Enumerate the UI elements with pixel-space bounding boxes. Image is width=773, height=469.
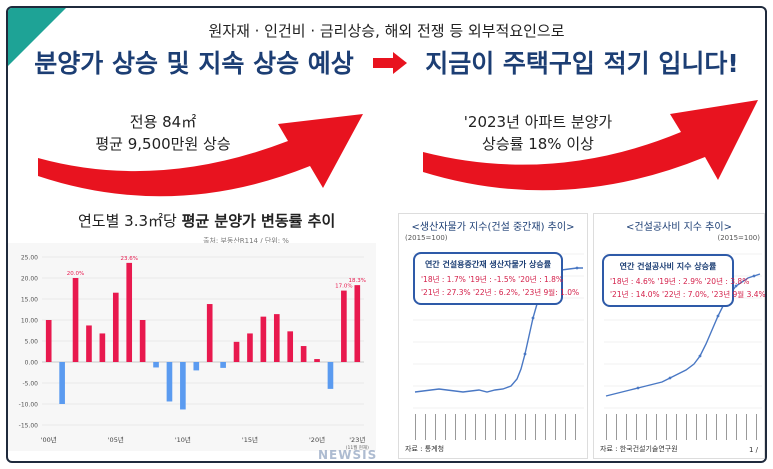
chart-background bbox=[8, 243, 376, 451]
y-tick-label: -15.00 bbox=[19, 423, 39, 430]
rising-arrow-icon-left bbox=[38, 114, 363, 197]
note-right-line2: 상승률 18% 이상 bbox=[482, 135, 594, 153]
y-tick-label: -5.00 bbox=[22, 381, 38, 388]
bar-'18 bbox=[287, 331, 294, 362]
bar-'16 bbox=[260, 316, 267, 362]
headline: 분양가 상승 및 지속 상승 예상 지금이 주택구입 적기 입니다! bbox=[8, 44, 765, 80]
note-left-line1: 전용 84㎡ bbox=[129, 113, 197, 131]
right-arrow-icon bbox=[372, 51, 407, 80]
infographic-frame: 원자재 · 인건비 · 금리상승, 해외 전쟁 등 외부적요인으로 분양가 상승… bbox=[6, 6, 767, 463]
bar-'20 bbox=[314, 359, 320, 362]
cost-panel-source: 자료 : 한국건설기술연구원 bbox=[600, 445, 678, 453]
y-tick-label: 25.00 bbox=[21, 255, 38, 262]
note-left-line2: 평균 9,500만원 상승 bbox=[95, 135, 231, 153]
cost-callout-line1: '18년 : 4.6% '19년 : 2.9% '20년 : 3.8% bbox=[610, 277, 750, 286]
note-right-line1: '2023년 아파트 분양가 bbox=[463, 113, 613, 131]
bar-'21 bbox=[327, 362, 334, 389]
ppi-callout: 연간 건설용중간재 생산자물가 상승률 '18년 : 1.7% '19년 : -… bbox=[413, 252, 580, 305]
y-tick-label: 15.00 bbox=[21, 297, 38, 304]
cost-callout: 연간 건설공사비 지수 상승률 '18년 : 4.6% '19년 : 2.9% … bbox=[602, 254, 766, 307]
cost-callout-line2: '21년 : 14.0% '22년 : 7.0%, '23년 9월 3.4% bbox=[610, 290, 766, 299]
data-label: 23.6% bbox=[120, 256, 137, 262]
x-tick-label: '15년 bbox=[242, 435, 258, 444]
rising-arrow-icon-right bbox=[423, 100, 758, 191]
x-tick-label: '00년 bbox=[41, 435, 57, 444]
header-subtitle: 원자재 · 인건비 · 금리상승, 해외 전쟁 등 외부적요인으로 bbox=[208, 22, 565, 40]
bar-'11 bbox=[193, 362, 200, 371]
bar-'10 bbox=[180, 362, 186, 410]
bar-'12 bbox=[206, 304, 213, 362]
cost-panel-title: <건설공사비 지수 추이> bbox=[626, 222, 732, 233]
headline-left: 분양가 상승 및 지속 상승 예상 bbox=[34, 49, 354, 78]
ppi-panel: <생산자물가 지수(건설 중간재) 추이> (2015=100) bbox=[398, 213, 588, 459]
bar-'08 bbox=[153, 362, 159, 368]
ppi-panel-source: 자료 : 통계청 bbox=[405, 445, 445, 453]
cost-line-chart bbox=[604, 253, 762, 440]
bar-'15 bbox=[247, 333, 253, 362]
newsis-watermark: NEWSIS bbox=[318, 448, 378, 462]
bar-'03 bbox=[86, 325, 92, 362]
cost-index-panel: <건설공사비 지수 추이> (2015=100) bbox=[593, 213, 765, 459]
ppi-callout-title: 연간 건설용중간재 생산자물가 상승률 bbox=[424, 260, 552, 269]
bar-chart: 25.00 20.00 15.00 10.00 5.00 0.00 -5.00 -10.00 -… bbox=[8, 243, 376, 451]
ppi-callout-line2: '21년 : 27.3% '22년 : 6.2%, '23년 9월: 1.0% bbox=[421, 288, 580, 297]
ppi-panel-unit: (2015=100) bbox=[405, 234, 448, 242]
y-tick-label: 0.00 bbox=[25, 360, 39, 367]
bar-'23 bbox=[354, 285, 361, 362]
y-tick-label: 5.00 bbox=[25, 339, 39, 346]
bar-'00 bbox=[45, 320, 52, 362]
bar-'22 bbox=[341, 290, 347, 362]
x-tick-label: '20년 bbox=[309, 435, 325, 444]
bar-'13 bbox=[220, 362, 226, 368]
bar-'09 bbox=[166, 362, 173, 402]
cost-callout-title: 연간 건설공사비 지수 상승률 bbox=[619, 262, 717, 271]
chart-source: 출처: 부동산R114 / 단위: % bbox=[203, 237, 289, 245]
data-label: 17.0% bbox=[335, 284, 352, 290]
note-left: 전용 84㎡ 평균 9,500만원 상승 bbox=[68, 111, 258, 155]
data-label: 18.3% bbox=[349, 278, 366, 284]
x-tick-label: '05년 bbox=[108, 435, 124, 444]
ppi-panel-title: <생산자물가 지수(건설 중간재) 추이> bbox=[411, 222, 575, 233]
headline-right: 지금이 주택구입 적기 입니다! bbox=[425, 49, 739, 78]
x-tick-label: '23년 bbox=[349, 435, 365, 444]
bar-'07 bbox=[139, 320, 146, 362]
bar-'01 bbox=[59, 362, 65, 404]
y-tick-label: -10.00 bbox=[19, 402, 39, 409]
bar-'02 bbox=[72, 278, 79, 362]
y-tick-label: 10.00 bbox=[21, 318, 38, 325]
bar-'06 bbox=[126, 262, 133, 362]
page-indicator: 1 / bbox=[748, 446, 758, 454]
chart-title-bold: 평균 분양가 변동률 추이 bbox=[181, 212, 336, 230]
ppi-callout-line1: '18년 : 1.7% '19년 : -1.5% '20년 : 1.8% bbox=[421, 275, 564, 284]
data-label: 20.0% bbox=[67, 271, 84, 277]
note-right: '2023년 아파트 분양가 상승률 18% 이상 bbox=[448, 111, 628, 155]
chart-footnote: (11월 현재) bbox=[346, 444, 369, 451]
chart-title-prefix: 연도별 3.3㎡당 bbox=[78, 212, 182, 230]
bar-'14 bbox=[233, 341, 240, 362]
ppi-line-chart bbox=[413, 253, 584, 440]
cost-panel-unit: (2015=100) bbox=[717, 234, 760, 242]
x-tick-label: '10년 bbox=[175, 435, 191, 444]
bar-'04 bbox=[99, 333, 106, 362]
chart-title: 연도별 3.3㎡당 평균 분양가 변동률 추이 bbox=[78, 210, 335, 231]
bar-'19 bbox=[300, 346, 307, 362]
bar-'05 bbox=[112, 292, 119, 362]
corner-accent bbox=[8, 8, 66, 66]
bar-'17 bbox=[273, 314, 280, 362]
y-tick-label: 20.00 bbox=[21, 276, 38, 283]
